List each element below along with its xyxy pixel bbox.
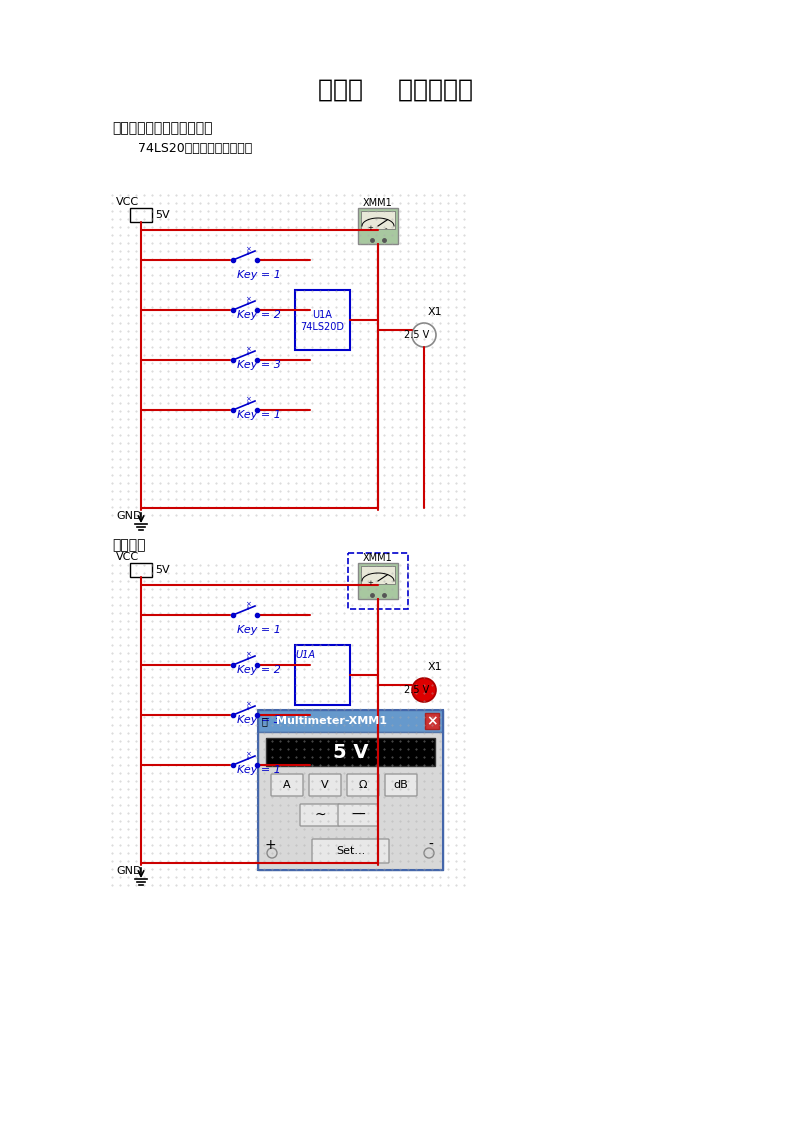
Text: ×: × — [245, 296, 251, 302]
Text: GND: GND — [116, 511, 141, 521]
Text: Key = 3: Key = 3 — [237, 715, 281, 725]
Text: Key = 2: Key = 2 — [237, 310, 281, 320]
Text: -: - — [428, 838, 434, 852]
Text: -: - — [385, 224, 387, 231]
FancyBboxPatch shape — [266, 738, 435, 766]
Text: V: V — [321, 780, 329, 790]
Text: 一、与非门逻辑功能的测试: 一、与非门逻辑功能的测试 — [112, 121, 213, 135]
Text: U1A: U1A — [295, 650, 315, 660]
Text: Key = 1: Key = 1 — [237, 765, 281, 775]
FancyBboxPatch shape — [295, 289, 350, 350]
Text: ⅱ: ⅱ — [247, 755, 249, 761]
Text: 5 V: 5 V — [333, 743, 368, 762]
Text: Key = 2: Key = 2 — [237, 665, 281, 675]
Text: Key = 1: Key = 1 — [237, 625, 281, 635]
Text: ⅱ: ⅱ — [247, 655, 249, 661]
FancyBboxPatch shape — [300, 804, 340, 826]
Text: +: + — [264, 838, 276, 852]
Text: 2.5 V: 2.5 V — [404, 330, 429, 340]
FancyBboxPatch shape — [130, 208, 152, 222]
Text: ×: × — [245, 396, 251, 402]
Text: 5V: 5V — [155, 210, 170, 220]
FancyBboxPatch shape — [271, 774, 303, 795]
Text: ×: × — [245, 751, 251, 757]
Text: dB: dB — [393, 780, 408, 790]
FancyBboxPatch shape — [361, 565, 395, 583]
Text: 5V: 5V — [155, 565, 170, 574]
Text: 实验一    逻辑门电路: 实验一 逻辑门电路 — [319, 79, 473, 102]
Text: U1A: U1A — [312, 310, 332, 320]
Text: Key = 3: Key = 3 — [237, 360, 281, 370]
Circle shape — [412, 323, 436, 347]
Text: 2.5 V: 2.5 V — [404, 686, 429, 695]
Text: -: - — [385, 580, 387, 586]
Text: XMM1: XMM1 — [363, 553, 393, 563]
Text: X1: X1 — [428, 307, 442, 318]
Text: A: A — [283, 780, 291, 790]
FancyBboxPatch shape — [358, 563, 398, 599]
Text: 仿真结果: 仿真结果 — [112, 539, 145, 552]
Text: Ω: Ω — [358, 780, 367, 790]
Text: ×: × — [245, 701, 251, 707]
Text: ⅱ: ⅱ — [247, 350, 249, 356]
Text: Key = 1: Key = 1 — [237, 270, 281, 280]
Text: ×: × — [245, 651, 251, 657]
Text: ×: × — [245, 346, 251, 352]
Text: ⅱ: ⅱ — [247, 250, 249, 256]
FancyBboxPatch shape — [338, 804, 378, 826]
FancyBboxPatch shape — [312, 839, 389, 863]
Text: 🔧: 🔧 — [261, 716, 267, 726]
Text: VCC: VCC — [116, 197, 139, 206]
FancyBboxPatch shape — [425, 712, 439, 729]
Text: ⅱ: ⅱ — [247, 401, 249, 405]
Circle shape — [424, 848, 434, 858]
Text: ×: × — [245, 246, 251, 252]
Text: 74LS20（双四输入与非门）: 74LS20（双四输入与非门） — [122, 141, 252, 155]
Text: Key = 1: Key = 1 — [237, 410, 281, 420]
Circle shape — [412, 678, 436, 702]
Text: Multimeter-XMM1: Multimeter-XMM1 — [276, 716, 387, 726]
Text: ⅱ: ⅱ — [247, 301, 249, 305]
Circle shape — [267, 848, 277, 858]
FancyBboxPatch shape — [385, 774, 417, 795]
Text: XMM1: XMM1 — [363, 197, 393, 208]
FancyBboxPatch shape — [258, 732, 443, 870]
FancyBboxPatch shape — [309, 774, 341, 795]
Text: ~: ~ — [314, 808, 326, 822]
Text: ×: × — [426, 714, 438, 728]
Text: VCC: VCC — [116, 552, 139, 562]
Text: Set...: Set... — [336, 846, 365, 856]
Text: —: — — [351, 808, 365, 822]
Text: ⅱ: ⅱ — [247, 606, 249, 610]
Text: +: + — [367, 224, 373, 231]
Text: +: + — [367, 580, 373, 586]
Text: GND: GND — [116, 866, 141, 876]
Text: ×: × — [245, 601, 251, 607]
FancyBboxPatch shape — [347, 774, 379, 795]
Text: X1: X1 — [428, 662, 442, 672]
FancyBboxPatch shape — [295, 645, 350, 705]
FancyBboxPatch shape — [258, 710, 443, 732]
FancyBboxPatch shape — [358, 208, 398, 243]
FancyBboxPatch shape — [130, 563, 152, 577]
Text: ⅱ: ⅱ — [247, 706, 249, 710]
Text: 74LS20D: 74LS20D — [301, 322, 344, 332]
FancyBboxPatch shape — [361, 211, 395, 229]
